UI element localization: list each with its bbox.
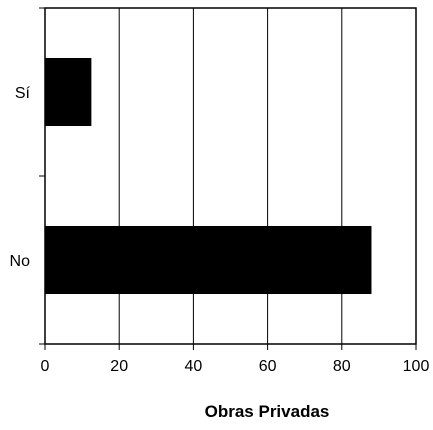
x-tick-label: 20 bbox=[110, 358, 128, 375]
bar-2 bbox=[45, 225, 372, 295]
x-axis-ticks bbox=[44, 344, 417, 350]
bars bbox=[45, 57, 372, 295]
x-tick-label: 80 bbox=[333, 358, 351, 375]
x-tick-label: 0 bbox=[41, 358, 50, 375]
x-tick-label: 60 bbox=[259, 358, 277, 375]
x-axis-labels: 0 20 40 60 80 100 bbox=[41, 358, 430, 375]
x-axis-title: Obras Privadas bbox=[205, 402, 330, 421]
y-axis-ticks bbox=[39, 7, 45, 345]
x-tick-label: 100 bbox=[403, 358, 430, 375]
bar-1 bbox=[45, 57, 92, 127]
y-axis-labels: Sí No bbox=[10, 85, 31, 270]
y-tick-label: No bbox=[10, 253, 31, 270]
y-tick-label: Sí bbox=[15, 85, 31, 102]
x-tick-label: 40 bbox=[185, 358, 203, 375]
